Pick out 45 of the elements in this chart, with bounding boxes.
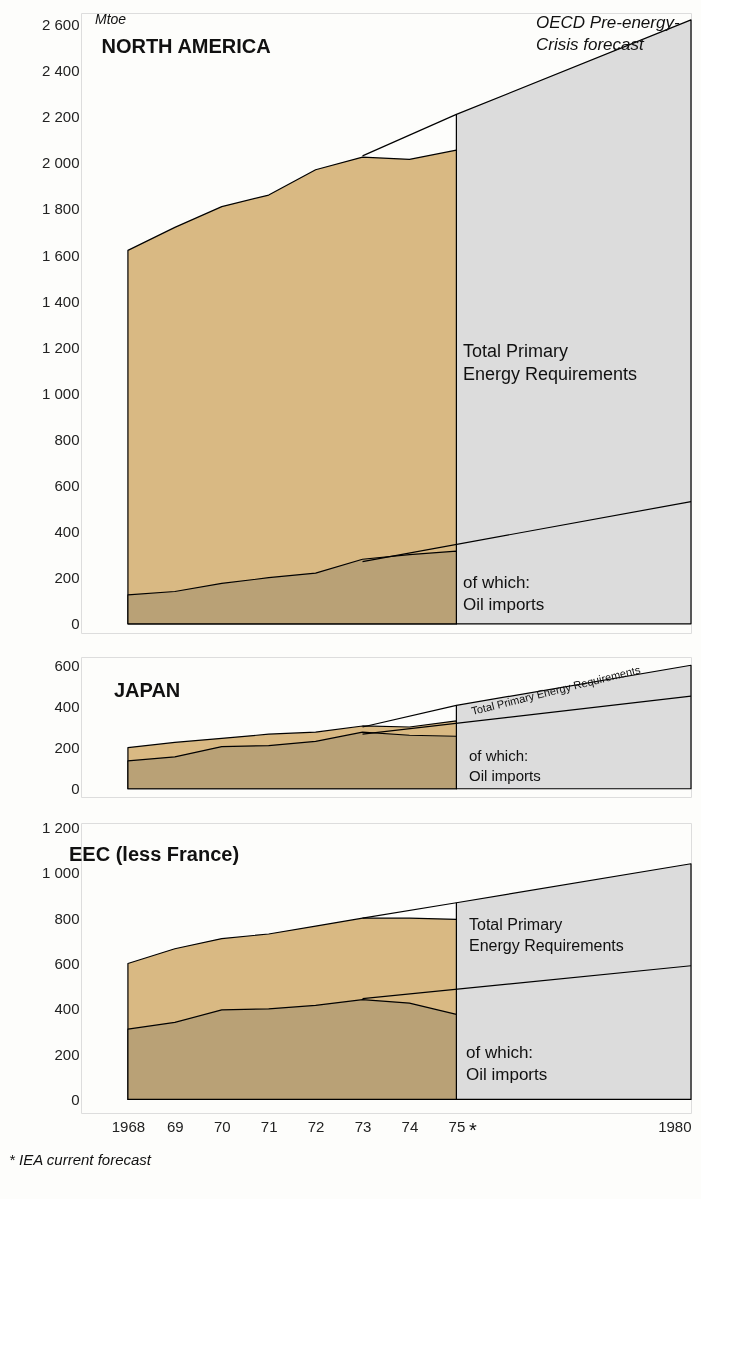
x-tick-label: 1980 bbox=[658, 1117, 692, 1135]
y-tick-label: 2 600 bbox=[41, 16, 80, 34]
y-tick-label: 1 200 bbox=[41, 819, 80, 837]
text: NORTH AMERICA bbox=[101, 35, 271, 57]
y-tick-label: 0 bbox=[71, 780, 80, 798]
annotation: of which: Oil imports bbox=[466, 1043, 548, 1084]
y-tick-label: 800 bbox=[54, 430, 80, 448]
y-axis-title: Mtoe bbox=[95, 11, 127, 27]
annotation: Total Primary Energy Requirements bbox=[463, 341, 638, 384]
y-tick-label: 600 bbox=[54, 656, 80, 674]
annotation: of which: Oil imports bbox=[469, 747, 541, 784]
y-tick-label: 1 600 bbox=[41, 246, 80, 264]
y-tick-label: 0 bbox=[71, 1090, 80, 1108]
y-tick-label: 600 bbox=[54, 476, 80, 494]
x-tick-label: 73 bbox=[354, 1117, 372, 1135]
annotation: Total Primary Energy Requirements bbox=[469, 916, 624, 954]
y-tick-label: 800 bbox=[54, 909, 80, 927]
x-tick-label: 75 bbox=[448, 1117, 466, 1135]
y-tick-label: 600 bbox=[54, 954, 80, 972]
y-tick-label: 200 bbox=[54, 739, 80, 757]
y-tick-label: 2 200 bbox=[41, 108, 80, 126]
y-tick-label: 2 400 bbox=[41, 62, 80, 80]
x-tick-label: 74 bbox=[401, 1117, 419, 1135]
y-tick-label: 1 200 bbox=[41, 338, 80, 356]
x-tick-label: 69 bbox=[167, 1117, 184, 1135]
text: * bbox=[469, 1119, 477, 1141]
y-tick-label: 400 bbox=[54, 697, 80, 715]
y-tick-label: 1 400 bbox=[41, 292, 80, 310]
y-tick-label: 0 bbox=[71, 615, 80, 633]
y-tick-label: 1 000 bbox=[41, 864, 80, 882]
x-tick-label: 71 bbox=[260, 1117, 278, 1135]
y-tick-label: 200 bbox=[54, 569, 80, 587]
text: * IEA current forecast bbox=[9, 1151, 152, 1168]
annotation: of which: Oil imports bbox=[463, 573, 545, 614]
y-tick-label: 400 bbox=[54, 1000, 80, 1018]
x-tick-label: 1968 bbox=[111, 1117, 146, 1135]
text: JAPAN bbox=[113, 679, 181, 701]
y-tick-label: 1 800 bbox=[41, 200, 80, 218]
y-tick-label: 400 bbox=[54, 523, 80, 541]
text: EEC (less France) bbox=[69, 842, 240, 865]
x-tick-label: 70 bbox=[213, 1117, 231, 1135]
y-tick-label: 200 bbox=[54, 1045, 80, 1063]
y-tick-label: 2 000 bbox=[41, 154, 80, 172]
y-tick-label: 1 000 bbox=[41, 384, 80, 402]
x-tick-label: 72 bbox=[307, 1117, 325, 1135]
